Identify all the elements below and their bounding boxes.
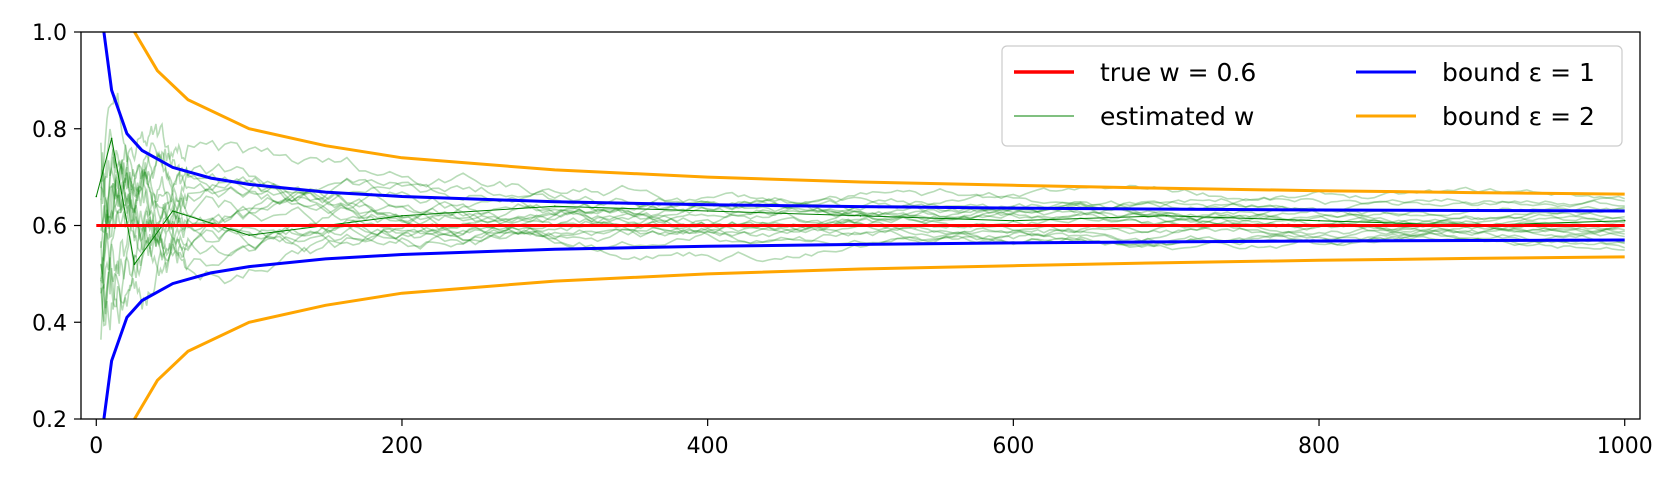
y-tick-label: 1.0 bbox=[32, 21, 67, 46]
y-tick-label: 0.6 bbox=[32, 215, 67, 240]
y-tick-label: 0.8 bbox=[32, 118, 67, 143]
data-point-estimated bbox=[401, 215, 403, 217]
x-tick-label: 600 bbox=[992, 434, 1034, 459]
trajectory-line bbox=[100, 166, 1625, 245]
data-point-estimated bbox=[1012, 219, 1015, 222]
x-tick-label: 1000 bbox=[1597, 434, 1653, 459]
data-point-estimated bbox=[1318, 219, 1320, 222]
legend-box bbox=[1001, 45, 1623, 147]
series-line-bound2-lower bbox=[133, 255, 1625, 419]
series-line-estimated bbox=[95, 138, 1625, 266]
data-point-estimated bbox=[859, 215, 862, 217]
legend-label-true: true w = 0.6 bbox=[1100, 58, 1256, 87]
trajectory-line bbox=[100, 198, 1625, 311]
legend-label-estimated: estimated w bbox=[1100, 102, 1254, 131]
legend-label-bound2: bound ε = 2 bbox=[1442, 102, 1595, 131]
data-point-estimated bbox=[95, 195, 98, 198]
series-line-bound1-lower bbox=[102, 238, 1625, 419]
x-tick-label: 800 bbox=[1298, 434, 1340, 459]
data-point-estimated bbox=[706, 210, 709, 212]
data-point-estimated bbox=[133, 263, 136, 266]
data-point-estimated bbox=[1623, 219, 1626, 222]
data-point-estimated bbox=[171, 210, 174, 212]
data-point-estimated bbox=[248, 234, 250, 236]
data-layer bbox=[95, 32, 1626, 419]
x-tick-label: 200 bbox=[381, 434, 423, 459]
series-line-bound2-upper bbox=[133, 32, 1625, 196]
y-tick-label: 0.4 bbox=[32, 311, 67, 336]
data-point-estimated bbox=[554, 205, 556, 207]
trajectory-line bbox=[100, 179, 1625, 324]
legend: true w = 0.6 estimated w bound ε = 1 bou… bbox=[1001, 45, 1623, 147]
trajectory-line bbox=[100, 122, 1625, 238]
trajectory-line bbox=[100, 166, 1625, 280]
legend-label-bound1: bound ε = 1 bbox=[1442, 58, 1595, 87]
series-line-bound1-upper bbox=[102, 32, 1625, 213]
data-point-estimated bbox=[1165, 215, 1167, 217]
trajectory-line bbox=[100, 139, 1625, 275]
axes-layer: 0 200 400 600 800 1000 0.2 0.4 0.6 0.8 1.0 bbox=[32, 21, 1653, 459]
y-tick-label: 0.2 bbox=[32, 408, 67, 433]
data-point-estimated bbox=[110, 137, 113, 140]
trajectory-line bbox=[100, 150, 1625, 248]
trajectory-line bbox=[100, 149, 1625, 284]
x-tick-label: 400 bbox=[687, 434, 729, 459]
x-tick-label: 0 bbox=[89, 434, 103, 459]
